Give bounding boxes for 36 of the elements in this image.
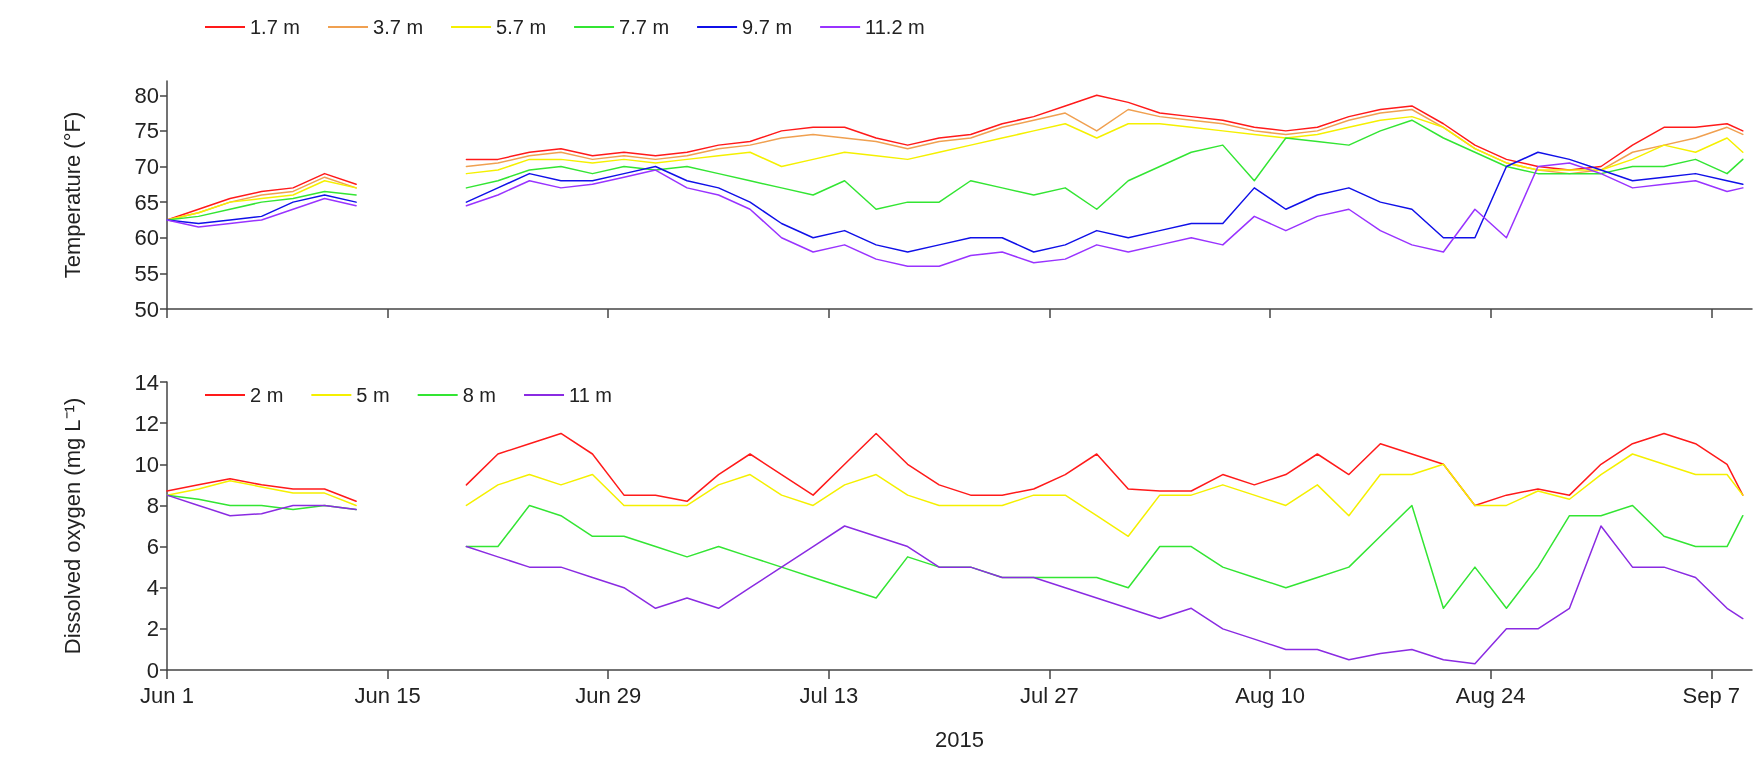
y-tick-label: 65 [134, 189, 159, 215]
y-tick-label: 55 [134, 260, 159, 286]
y-axis-title: Temperature (°F) [59, 111, 85, 279]
x-tick-label: Jun 15 [354, 682, 421, 708]
y-tick-label: 75 [134, 118, 159, 144]
y-tick-label: 0 [146, 657, 159, 683]
legend-label: 11.2 m [865, 16, 925, 38]
y-tick-label: 6 [146, 534, 159, 560]
x-tick-label: Jul 27 [1020, 682, 1079, 708]
legend-label: 9.7 m [742, 16, 793, 38]
x-tick-label: Aug 10 [1235, 682, 1305, 708]
legend-label: 5.7 m [496, 16, 547, 38]
y-tick-label: 12 [134, 410, 159, 436]
y-tick-label: 10 [134, 451, 159, 477]
legend-label: 8 m [462, 384, 497, 406]
legend-label: 5 m [356, 384, 390, 406]
y-tick-label: 60 [134, 225, 159, 251]
legend-label: 7.7 m [619, 16, 670, 38]
x-tick-label: Aug 24 [1455, 682, 1526, 708]
legend-label: 3.7 m [373, 16, 424, 38]
y-tick-label: 4 [146, 575, 159, 601]
x-tick-label: Jul 13 [799, 682, 859, 708]
legend-label: 1.7 m [250, 16, 301, 38]
y-tick-label: 2 [146, 616, 159, 642]
x-tick-label: Sep 7 [1682, 682, 1741, 708]
y-tick-label: 8 [146, 492, 159, 518]
x-tick-label: Jun 29 [575, 682, 642, 708]
legend-label: 11 m [569, 384, 612, 406]
y-tick-label: 50 [134, 296, 159, 322]
x-axis-title: 2015 [935, 726, 984, 752]
x-tick-label: Jun 1 [140, 682, 194, 708]
y-tick-label: 80 [134, 82, 159, 108]
legend-label: 2 m [250, 384, 284, 406]
y-tick-label: 14 [134, 369, 159, 395]
y-tick-label: 70 [134, 154, 159, 179]
y-axis-title: Dissolved oxygen (mg L⁻¹) [59, 397, 85, 655]
